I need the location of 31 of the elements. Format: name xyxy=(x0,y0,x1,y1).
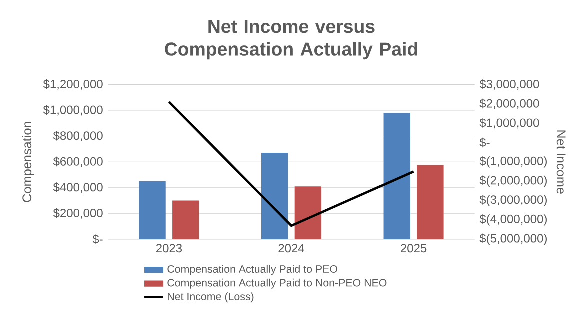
y-tick-label: $- xyxy=(92,234,103,244)
bar xyxy=(261,152,288,240)
x-tick-label: 2023 xyxy=(156,244,182,253)
y-tick-label: $1,200,000 xyxy=(43,79,103,90)
legend-label: Net Income (Loss) xyxy=(168,292,254,303)
y-tick-label: $600,000 xyxy=(53,156,103,168)
bar xyxy=(172,200,200,240)
y2-tick-label: $(4,000,000) xyxy=(480,214,547,226)
chart-title: Net Income versus Compensation Actually Paid xyxy=(165,20,418,60)
y2-tick-label: $1,000,000 xyxy=(480,118,540,129)
bar xyxy=(139,181,166,240)
x-tick-label: 2024 xyxy=(278,244,304,253)
y2-tick-label: $(1,000,000) xyxy=(480,156,547,168)
y-axis-title: Compensation xyxy=(22,122,34,202)
y2-tick-label: $3,000,000 xyxy=(480,79,540,90)
bar xyxy=(294,186,322,240)
legend-label: Compensation Actually Paid to Non-PEO NEO xyxy=(168,278,387,289)
y-tick-label: $400,000 xyxy=(53,182,103,194)
y2-tick-label: $2,000,000 xyxy=(480,98,540,110)
y-tick-label: $800,000 xyxy=(53,131,103,142)
y2-axis-title: Net Income xyxy=(556,130,566,194)
y2-tick-label: $(3,000,000) xyxy=(480,195,547,206)
bar xyxy=(417,165,444,240)
bar xyxy=(384,113,410,240)
y-tick-label: $1,000,000 xyxy=(43,105,103,116)
y2-tick-label: $(2,000,000) xyxy=(480,176,547,188)
y-tick-label: $200,000 xyxy=(53,208,103,219)
legend-label: Compensation Actually Paid to PEO xyxy=(168,265,338,276)
x-tick-label: 2025 xyxy=(401,244,427,253)
y2-tick-label: $(5,000,000) xyxy=(480,234,547,246)
y2-tick-label: $- xyxy=(480,138,490,148)
